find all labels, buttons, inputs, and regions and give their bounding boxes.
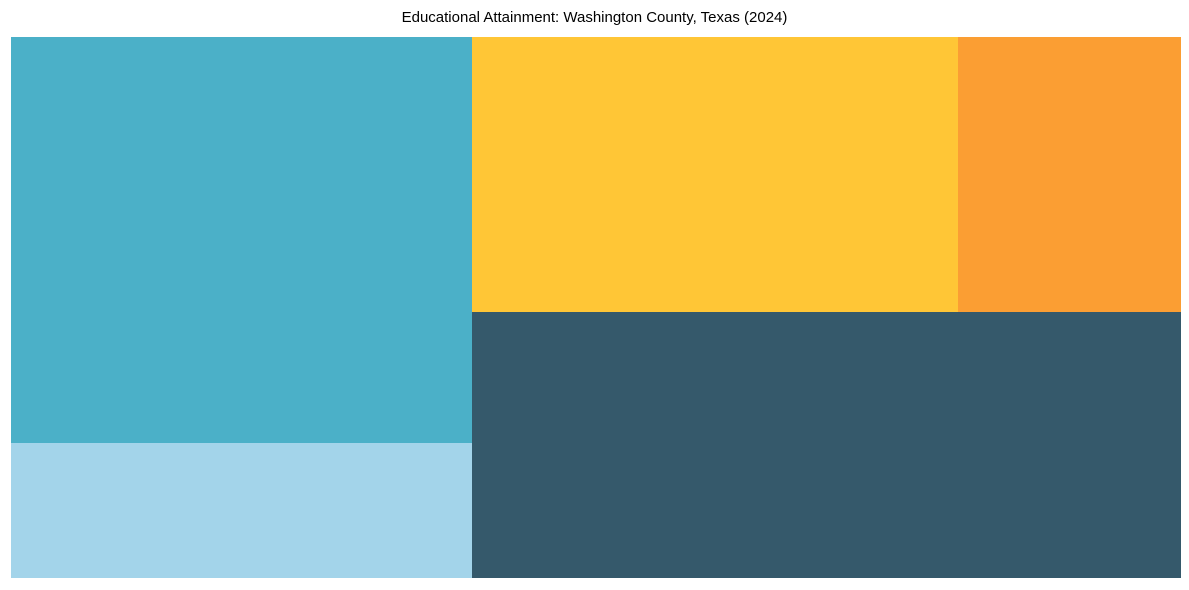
chart-title: Educational Attainment: Washington Count… [401,9,788,26]
treemap-tile-orange [958,37,1181,312]
treemap [11,37,1181,578]
treemap-tile-dark-slate [472,312,1181,578]
treemap-tile-yellow [472,37,958,312]
treemap-tile-teal [11,37,472,443]
treemap-tile-light-blue [11,443,472,578]
